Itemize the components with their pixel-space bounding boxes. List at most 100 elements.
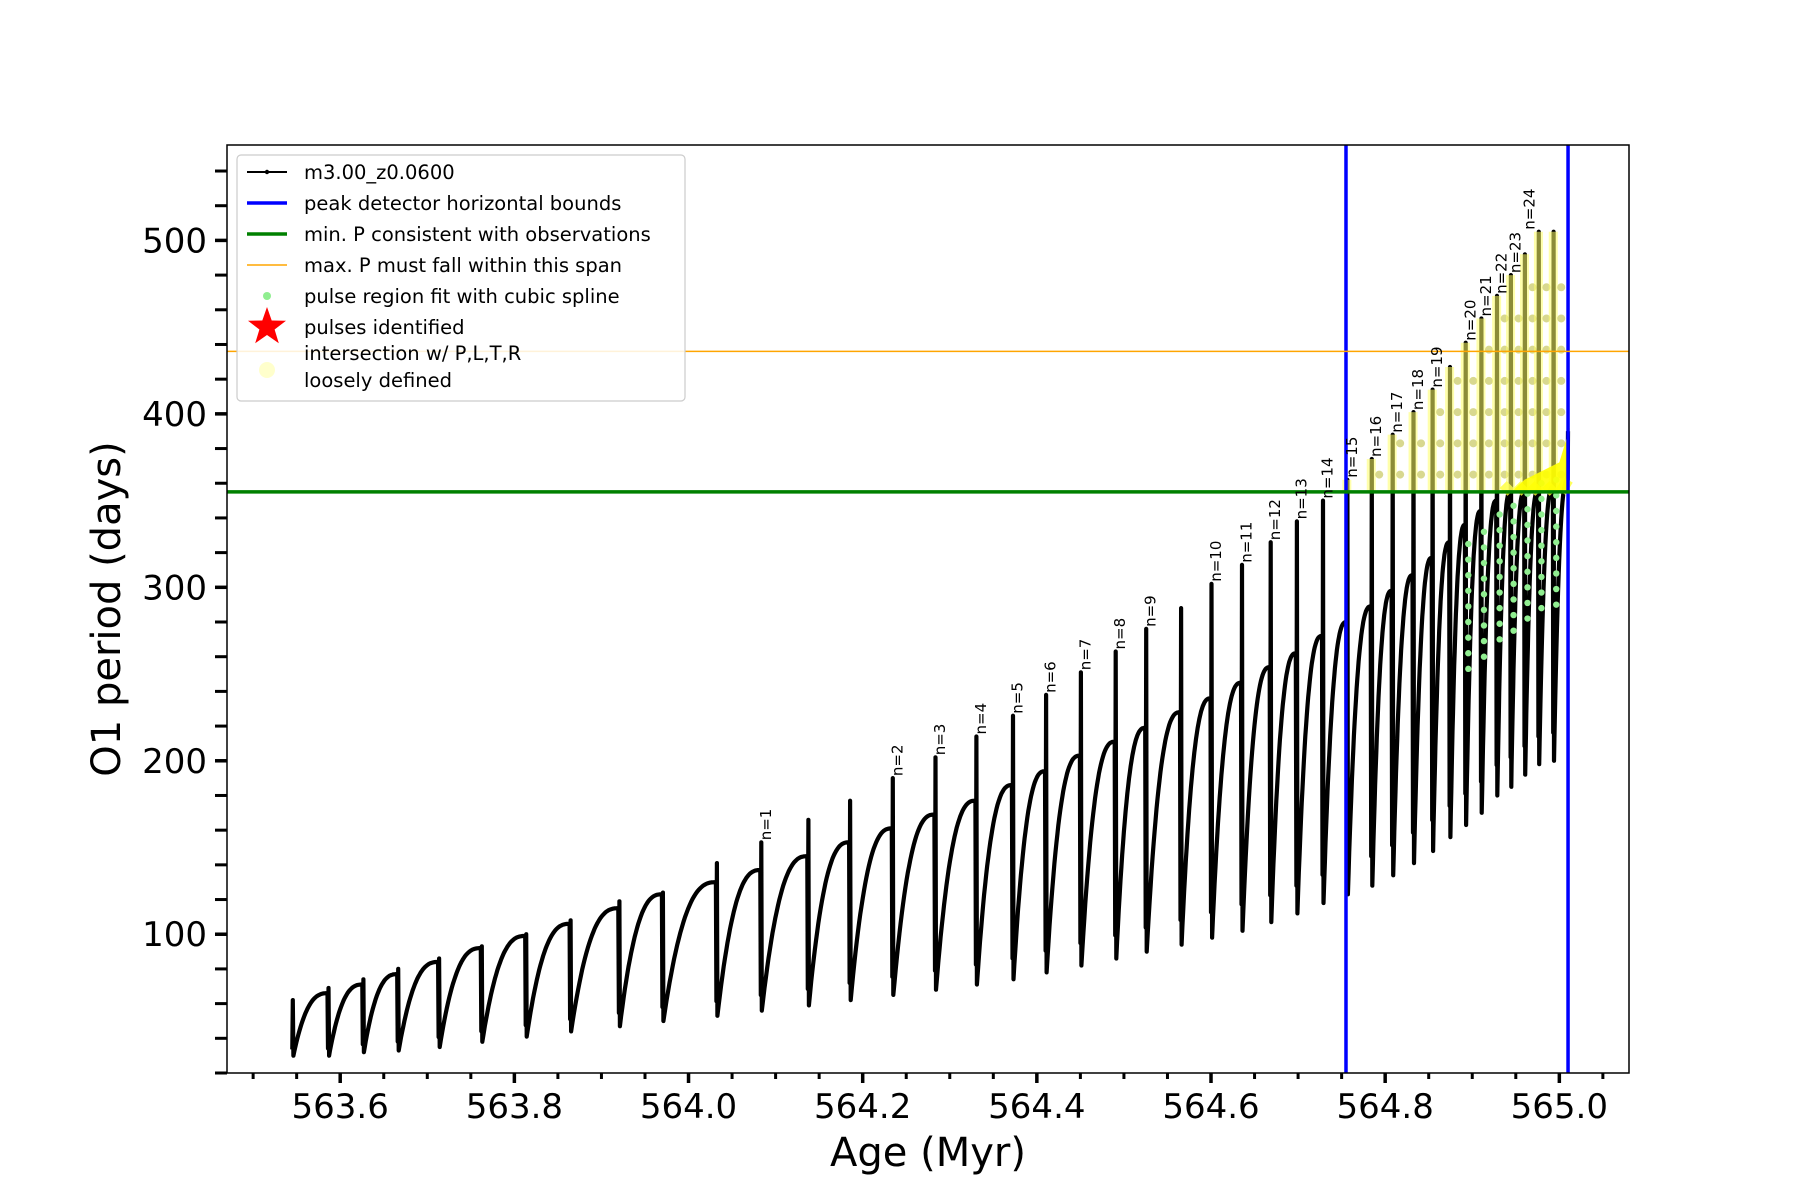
pulse-label: n=7 bbox=[1076, 639, 1094, 671]
pulse-label: n=19 bbox=[1428, 346, 1446, 387]
x-tick-label: 564.0 bbox=[640, 1087, 737, 1127]
x-tick-label: 564.8 bbox=[1337, 1087, 1434, 1127]
plot-frame bbox=[226, 144, 1630, 1074]
spline-fit-point bbox=[1496, 511, 1503, 518]
spline-fit-point bbox=[1538, 526, 1545, 534]
highlight-point bbox=[1542, 314, 1551, 323]
y-tick-label: 500 bbox=[142, 221, 207, 261]
highlight-point bbox=[1542, 283, 1551, 292]
spline-fit-point bbox=[1553, 570, 1560, 577]
spline-fit-point bbox=[1480, 559, 1488, 567]
pulse-label: n=15 bbox=[1343, 437, 1361, 478]
pulse-label: n=9 bbox=[1142, 595, 1160, 627]
pulse-label: n=2 bbox=[888, 744, 906, 776]
highlight-point bbox=[1453, 470, 1462, 479]
spline-fit-point bbox=[1496, 542, 1503, 549]
spline-fit-point bbox=[1538, 558, 1545, 565]
pulse-label: n=5 bbox=[1009, 682, 1027, 714]
spline-fit-point bbox=[1553, 523, 1560, 530]
spline-fit-point bbox=[1465, 665, 1472, 673]
spline-fit-point bbox=[1510, 549, 1517, 556]
legend-swatch-dot bbox=[263, 292, 271, 300]
spline-fit-point bbox=[1465, 587, 1472, 594]
spline-fit-point bbox=[1524, 552, 1531, 560]
x-tick-label: 563.8 bbox=[466, 1087, 563, 1127]
legend-swatch-marker bbox=[264, 169, 270, 175]
y-tick-label: 300 bbox=[142, 568, 207, 608]
spline-fit-point bbox=[1524, 506, 1531, 513]
highlight-point bbox=[1453, 408, 1462, 417]
spline-fit-point bbox=[1510, 518, 1517, 525]
spline-fit-point bbox=[1538, 604, 1545, 612]
y-tick-label: 200 bbox=[142, 742, 207, 782]
pulse-label: n=10 bbox=[1207, 541, 1225, 582]
spline-fit-point bbox=[1480, 606, 1488, 614]
pulse-label: n=14 bbox=[1319, 457, 1337, 498]
y-axis-label: O1 period (days) bbox=[84, 441, 130, 776]
highlight-point bbox=[1542, 439, 1551, 448]
spline-fit-point bbox=[1496, 604, 1503, 612]
spline-fit-point bbox=[1480, 637, 1488, 645]
axes: 563.6 563.8 564.0 564.2 564.4 564.6 564.8 565.0… bbox=[142, 169, 1608, 1127]
spline-fit-point bbox=[1480, 575, 1488, 582]
spline-fit-point bbox=[1480, 653, 1488, 660]
highlight-point bbox=[1557, 314, 1566, 323]
spline-fit-point bbox=[1553, 601, 1560, 608]
legend-label: pulses identified bbox=[304, 316, 465, 339]
highlight-point bbox=[1484, 439, 1493, 448]
reference-lines bbox=[227, 145, 1629, 1073]
spline-fit-point bbox=[1524, 615, 1531, 622]
series-line bbox=[290, 229, 1571, 1058]
spline-fit-point bbox=[1510, 565, 1517, 572]
pulse-label: n=23 bbox=[1507, 232, 1525, 273]
spline-fit-point bbox=[1465, 618, 1472, 626]
spline-fit-point bbox=[1538, 573, 1545, 581]
highlight-point bbox=[1469, 376, 1478, 385]
pulse-label: n=18 bbox=[1409, 369, 1427, 410]
highlight-point bbox=[1557, 376, 1566, 385]
pulse-label: n=13 bbox=[1292, 478, 1310, 519]
spline-fit-point bbox=[1480, 591, 1488, 598]
highlight-point bbox=[1469, 439, 1478, 448]
x-tick-label: 564.6 bbox=[1162, 1087, 1259, 1127]
highlight-point bbox=[1484, 376, 1493, 385]
spline-fit-point bbox=[1496, 526, 1503, 534]
spline-fit-point bbox=[1524, 568, 1531, 575]
spline-fit-point bbox=[1480, 528, 1488, 536]
pulse-label: n=17 bbox=[1388, 392, 1406, 433]
legend-label-line2: loosely defined bbox=[304, 369, 452, 392]
spline-fit-point bbox=[1510, 580, 1517, 588]
pulse-label: n=11 bbox=[1238, 522, 1256, 563]
spline-fit-point bbox=[1510, 502, 1517, 509]
spline-fit-point bbox=[1553, 492, 1560, 499]
highlight-point bbox=[1484, 345, 1493, 354]
highlight-point bbox=[1469, 408, 1478, 417]
y-tick-label: 400 bbox=[142, 395, 207, 435]
highlight-point bbox=[1557, 345, 1566, 354]
legend-label: intersection w/ P,L,T,R bbox=[304, 342, 521, 365]
spline-fit-point bbox=[1465, 650, 1472, 657]
spline-fit-point bbox=[1538, 589, 1545, 596]
spline-fit-point bbox=[1496, 589, 1503, 596]
x-tick-label: 564.2 bbox=[814, 1087, 911, 1127]
pulse-label: n=6 bbox=[1042, 661, 1060, 693]
spline-fit-point bbox=[1524, 584, 1531, 591]
legend-label: max. P must fall within this span bbox=[304, 254, 622, 277]
pulse-label: n=24 bbox=[1521, 189, 1539, 230]
spline-fit-point bbox=[1496, 620, 1503, 627]
legend-label: peak detector horizontal bounds bbox=[304, 192, 621, 215]
spline-fit-point bbox=[1538, 495, 1545, 503]
highlight-point bbox=[1375, 470, 1384, 479]
highlight-point bbox=[1542, 408, 1551, 417]
highlight-point bbox=[1436, 439, 1445, 448]
spline-fit-point bbox=[1524, 521, 1531, 529]
spline-fit-point bbox=[1553, 585, 1560, 593]
spline-fit-point bbox=[1480, 622, 1488, 629]
spline-fit-point bbox=[1465, 634, 1472, 641]
y-tick-label: 100 bbox=[142, 915, 207, 955]
spline-fit-point bbox=[1524, 599, 1531, 607]
pulse-label: n=8 bbox=[1111, 618, 1129, 650]
legend-box bbox=[236, 154, 686, 402]
highlight-point bbox=[1469, 470, 1478, 479]
